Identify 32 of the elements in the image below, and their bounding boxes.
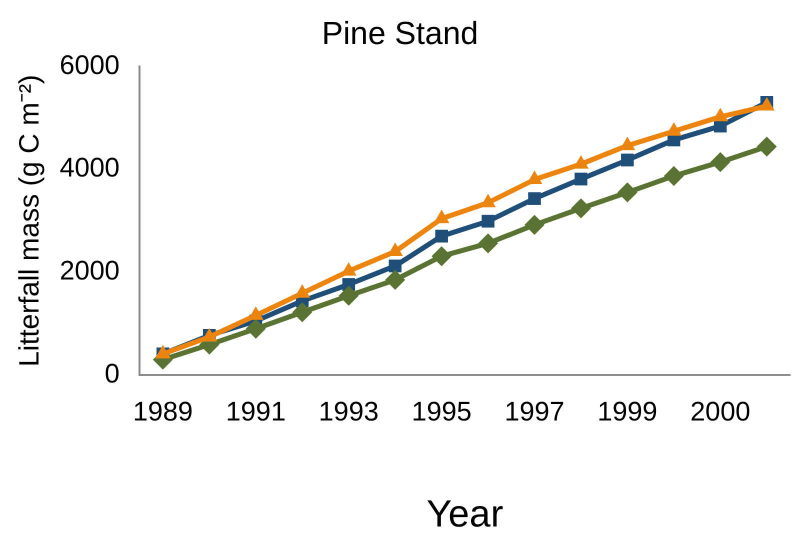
point	[756, 136, 777, 157]
x-tick-label: 1991	[226, 396, 286, 427]
y-tick-label: 2000	[60, 256, 120, 286]
x-tick-label: 1989	[132, 396, 193, 427]
point	[528, 192, 541, 205]
chart-title: Pine Stand	[322, 15, 478, 52]
point	[435, 230, 448, 242]
point	[432, 246, 452, 266]
x-tick-label: 2000	[690, 396, 750, 427]
point	[621, 154, 634, 166]
x-axis-title: Year	[426, 494, 504, 536]
y-tick-label: 4000	[60, 152, 120, 183]
x-tick-label: 1995	[412, 396, 472, 427]
x-tick-label: 1993	[318, 396, 379, 427]
point	[524, 214, 545, 235]
point	[246, 318, 266, 339]
point	[617, 182, 638, 202]
point	[338, 286, 359, 306]
point	[388, 260, 402, 272]
point	[385, 270, 406, 290]
point	[574, 172, 588, 186]
point	[570, 198, 591, 218]
point	[478, 233, 498, 254]
y-tick-label: 6000	[60, 50, 120, 80]
point	[664, 166, 684, 186]
point	[482, 214, 494, 228]
point	[292, 302, 312, 322]
x-tick-label: 1999	[597, 396, 658, 427]
x-tick-label: 1997	[504, 396, 565, 427]
point	[710, 152, 730, 172]
y-axis-title: Litterfall mass (g C m⁻²)	[14, 74, 45, 367]
y-tick-label: 0	[104, 358, 120, 388]
